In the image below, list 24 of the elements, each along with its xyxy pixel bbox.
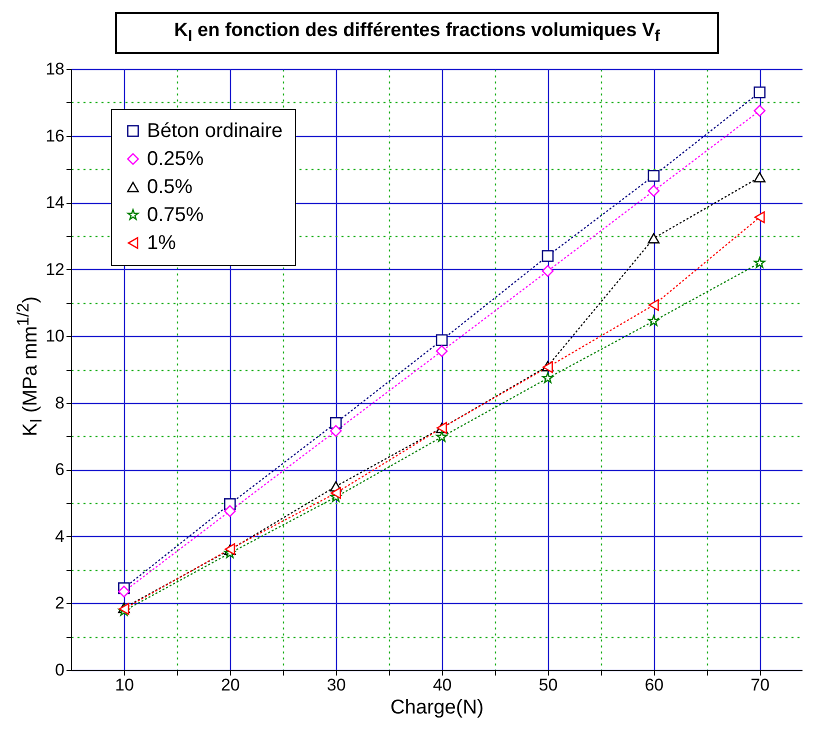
y-tick-label: 10 bbox=[46, 326, 64, 346]
legend-label: Béton ordinaire bbox=[147, 120, 283, 142]
chart-title: K$_{I}$ en fonction des différentes fractions volumiques V$_{f}$ bbox=[115, 12, 719, 54]
x-tick-label: 10 bbox=[115, 676, 134, 694]
x-tick-label: 40 bbox=[432, 676, 452, 694]
y-tick-label: 16 bbox=[46, 126, 64, 146]
y-tick-label: 4 bbox=[55, 526, 64, 546]
y-tick-label: 14 bbox=[46, 193, 64, 212]
x-tick-label: 70 bbox=[750, 676, 770, 694]
x-tick-label: 50 bbox=[538, 676, 558, 694]
legend-label: 1% bbox=[147, 232, 176, 254]
legend-label: 0.75% bbox=[147, 204, 204, 226]
legend-label: 0.5% bbox=[147, 176, 193, 198]
y-tick-label: 6 bbox=[55, 460, 64, 480]
x-tick-label: 60 bbox=[644, 676, 664, 694]
y-tick-label: 12 bbox=[46, 260, 64, 279]
y-tick-label: 8 bbox=[55, 393, 64, 412]
x-tick-label: 30 bbox=[326, 676, 346, 694]
legend-label: 0.25% bbox=[147, 148, 204, 170]
x-axis-title: Charge(N) bbox=[390, 696, 484, 718]
y-tick-label: 18 bbox=[46, 60, 64, 78]
y-tick-label: 0 bbox=[55, 660, 64, 680]
y-tick-label: 2 bbox=[55, 594, 64, 613]
x-tick-label: 20 bbox=[220, 676, 240, 694]
